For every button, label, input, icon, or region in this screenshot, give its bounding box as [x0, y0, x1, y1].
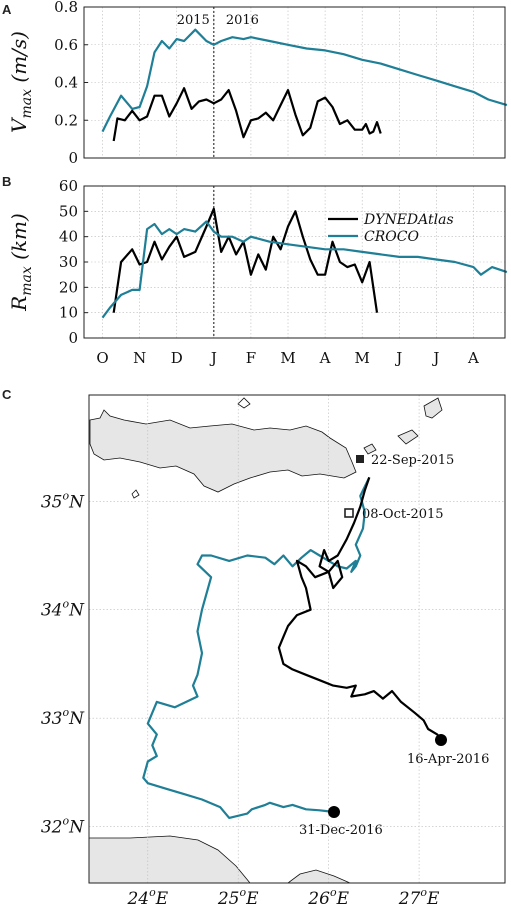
- y-tick-label: 40: [59, 228, 78, 246]
- small-island: [363, 443, 377, 455]
- series-line-dynedatlas: [112, 87, 382, 142]
- x-tick-label-month: M: [355, 349, 370, 367]
- libya-coast: [89, 835, 251, 883]
- small-island: [131, 489, 140, 499]
- crete-island: [89, 409, 357, 493]
- y-axis-label-rmax: Rmax (km): [7, 213, 35, 312]
- series-line-croco: [101, 220, 508, 319]
- y-tick-label: 0.4: [54, 74, 78, 92]
- lat-tick-label: 34oN: [41, 598, 85, 621]
- y-tick-label: 0.8: [54, 0, 78, 16]
- x-tick-label-month: D: [171, 349, 183, 367]
- small-island: [397, 429, 419, 445]
- x-tick-label-month: J: [394, 349, 402, 367]
- y-tick-label: 0.2: [54, 111, 78, 129]
- libya-coast-east: [287, 869, 351, 883]
- end-marker-16-apr: [435, 734, 447, 746]
- x-tick-label-month: M: [280, 349, 295, 367]
- x-tick-label-month: A: [467, 349, 479, 367]
- legend: DYNEDAtlas CROCO: [328, 212, 454, 245]
- panel-a-velocity-chart: A 2015 2016 0 0.2 0.4 0.6 0.8 Vmax (m/s): [2, 0, 508, 167]
- x-tick-label-month: J: [431, 349, 439, 367]
- x-tick-label-month: J: [209, 349, 217, 367]
- small-island: [237, 397, 251, 409]
- panel-c-trajectory-map: C 22-Sep-2015 08-Oct-2015: [2, 387, 506, 909]
- marker-08-oct: [344, 508, 354, 518]
- y-tick-label: 20: [59, 278, 78, 296]
- lon-tick-label: 27oE: [398, 886, 440, 909]
- lat-tick-label: 32oN: [41, 815, 85, 838]
- y-tick-label: 60: [59, 177, 78, 195]
- y-tick-label: 0: [68, 329, 78, 347]
- x-tick-label-month: N: [133, 349, 146, 367]
- series-line-croco: [101, 28, 508, 133]
- lon-tick-label: 24oE: [126, 886, 168, 909]
- x-tick-label-month: F: [246, 349, 256, 367]
- panel-letter-c: C: [2, 387, 12, 402]
- axes-frame-c: [88, 394, 506, 884]
- year-label-2015: 2015: [177, 13, 210, 28]
- lat-tick-label: 35oN: [41, 489, 85, 512]
- annotation-08-oct-2015: 08-Oct-2015: [362, 507, 444, 522]
- start-marker-22-sep: [356, 455, 364, 463]
- lon-tick-label: 26oE: [307, 886, 349, 909]
- end-marker-31-dec: [328, 806, 340, 818]
- lon-tick-label: 25oE: [217, 886, 259, 909]
- y-axis-label-vmax: Vmax (m/s): [7, 31, 35, 133]
- trajectory-croco: [142, 476, 371, 819]
- annotation-31-dec-2016: 31-Dec-2016: [299, 823, 383, 838]
- legend-label-dynedatlas: DYNEDAtlas: [363, 212, 454, 228]
- y-tick-label: 0: [68, 149, 78, 167]
- lat-tick-label: 33oN: [41, 706, 85, 729]
- small-island: [423, 397, 443, 419]
- panel-letter-b: B: [2, 174, 11, 189]
- y-tick-label: 50: [59, 202, 78, 220]
- x-tick-label-month: O: [96, 349, 108, 367]
- y-tick-label: 30: [59, 253, 78, 271]
- y-tick-label: 0.6: [54, 36, 78, 54]
- trajectory-dynedatlas: [277, 477, 443, 741]
- panel-letter-a: A: [2, 2, 12, 17]
- panel-b-radius-chart: B 0 10 20 30 40 50 60 O N D J F M A M J J A DYNEDAtlas C…: [2, 174, 508, 367]
- legend-label-croco: CROCO: [364, 229, 419, 245]
- x-tick-label-month: A: [319, 349, 331, 367]
- year-label-2016: 2016: [226, 13, 259, 28]
- y-tick-label: 10: [59, 304, 78, 322]
- annotation-16-apr-2016: 16-Apr-2016: [407, 752, 489, 767]
- annotation-22-sep-2015: 22-Sep-2015: [371, 453, 454, 468]
